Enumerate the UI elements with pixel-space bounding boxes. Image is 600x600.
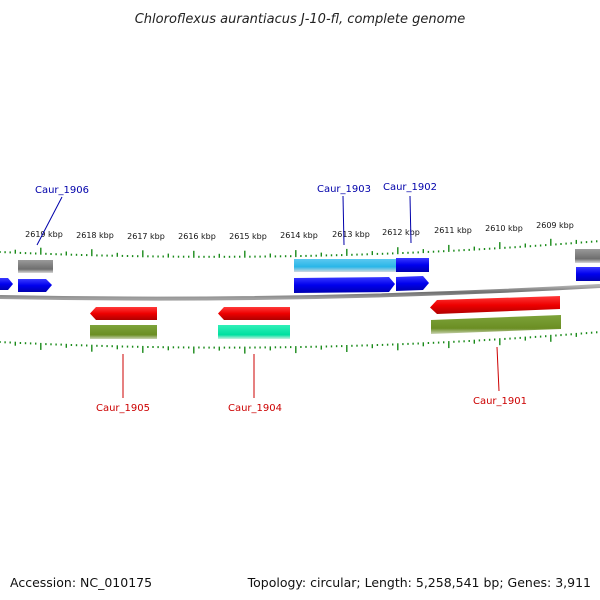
gene-arrow-caur-1903[interactable]	[294, 277, 395, 293]
gene-arrow-caur-1904[interactable]	[218, 307, 290, 320]
leader-caur-1902	[409, 195, 412, 244]
leader-caur-1906	[36, 196, 63, 246]
label-leaders	[36, 195, 500, 398]
leader-caur-1903	[342, 195, 345, 246]
rna-feature-caur-1903[interactable]	[294, 259, 396, 272]
map-title: Chloroflexus aurantiacus J-10-fl, comple…	[135, 12, 466, 27]
cds-caur-1905[interactable]	[90, 325, 157, 339]
gene-label-caur-1906[interactable]: Caur_1906	[35, 185, 89, 196]
gene-arrow-caur-1906[interactable]	[18, 279, 52, 292]
genome-info-text: Topology: circular; Length: 5,258,541 bp…	[247, 575, 591, 590]
gene-box-right-partial[interactable]	[576, 267, 600, 281]
forward-strand-features	[0, 249, 600, 293]
gene-label-caur-1903[interactable]: Caur_1903	[317, 184, 371, 195]
gene-arrow-caur-1902[interactable]	[396, 276, 429, 291]
gene-arrow-caur-1901[interactable]	[430, 296, 560, 314]
tick-label: 2615 kbp	[229, 232, 267, 241]
gene-label-caur-1901[interactable]: Caur_1901	[473, 396, 527, 407]
rna-caur-1904[interactable]	[218, 325, 290, 339]
cds-caur-1901[interactable]	[431, 315, 561, 334]
tick-label: 2614 kbp	[280, 231, 318, 240]
gene-label-caur-1904[interactable]: Caur_1904	[228, 403, 282, 414]
tick-label: 2613 kbp	[332, 230, 370, 239]
gene-labels: Caur_1906 Caur_1903 Caur_1902 Caur_1905 …	[35, 182, 527, 414]
gene-arrow-partial-left[interactable]	[0, 278, 13, 290]
tick-label: 2616 kbp	[178, 232, 216, 241]
upper-tick-row	[0, 238, 598, 258]
tick-label: 2611 kbp	[434, 226, 472, 235]
gene-label-caur-1905[interactable]: Caur_1905	[96, 403, 150, 414]
gene-box-caur-1902[interactable]	[396, 258, 429, 272]
tick-label: 2610 kbp	[485, 224, 523, 233]
tick-label: 2612 kbp	[382, 228, 420, 237]
gene-label-caur-1902[interactable]: Caur_1902	[383, 182, 437, 193]
scale-labels: 2619 kbp 2618 kbp 2617 kbp 2616 kbp 2615…	[25, 221, 574, 241]
genome-backbone	[0, 284, 600, 301]
tick-label: 2617 kbp	[127, 232, 165, 241]
grey-feature-1906[interactable]	[18, 260, 53, 273]
grey-feature-right[interactable]	[575, 249, 600, 263]
leader-caur-1901	[496, 346, 500, 392]
tick-label: 2609 kbp	[536, 221, 574, 230]
tick-label: 2619 kbp	[25, 230, 63, 239]
gene-arrow-caur-1905[interactable]	[90, 307, 157, 320]
tick-label: 2618 kbp	[76, 231, 114, 240]
lower-tick-row	[0, 331, 598, 354]
accession-text: Accession: NC_010175	[10, 575, 152, 590]
reverse-strand-features	[90, 296, 561, 339]
